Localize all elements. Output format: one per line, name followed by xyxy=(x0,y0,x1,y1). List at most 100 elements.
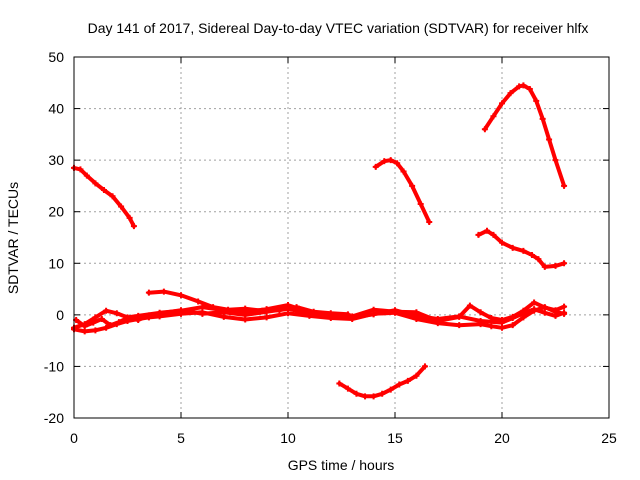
data-point-arc-2 xyxy=(381,158,388,165)
x-tick-label: 20 xyxy=(494,430,510,446)
data-point-arc-1 xyxy=(100,187,107,194)
data-point-arc-3 xyxy=(533,97,540,104)
y-tick-labels: -20 -10 0 10 20 30 40 50 xyxy=(44,49,64,426)
y-tick-label: 40 xyxy=(48,101,64,117)
data-point-arc-2 xyxy=(426,219,433,226)
y-tick-label: 30 xyxy=(48,152,64,168)
data-point-arc-3 xyxy=(520,82,527,89)
data-point-arc-3 xyxy=(481,126,488,133)
data-point-arc-9 xyxy=(349,314,356,321)
data-point-arc-4 xyxy=(520,247,527,254)
y-tick-label: 0 xyxy=(56,307,64,323)
data-point-arc-7 xyxy=(561,303,568,310)
data-point-arc-5 xyxy=(344,385,351,392)
data-point-arc-7 xyxy=(92,314,99,321)
data-point-arc-1 xyxy=(118,203,125,210)
data-point-arc-2 xyxy=(372,163,379,170)
data-point-arc-5 xyxy=(379,390,386,397)
data-point-arc-7 xyxy=(477,309,484,316)
data-point-arc-8 xyxy=(92,327,99,334)
data-point-arc-5 xyxy=(387,386,394,393)
data-point-arc-9 xyxy=(156,310,163,317)
data-point-arc-2 xyxy=(387,157,394,164)
data-point-arc-9 xyxy=(124,314,131,321)
series-layer xyxy=(71,82,568,400)
data-point-arc-1 xyxy=(109,193,116,200)
x-tick-label: 0 xyxy=(70,430,78,446)
data-point-arc-2 xyxy=(394,160,401,167)
data-point-arc-9 xyxy=(552,312,559,319)
data-point-arc-9 xyxy=(145,312,152,319)
data-point-arc-6 xyxy=(195,298,202,305)
data-point-arc-9 xyxy=(392,307,398,314)
tick-marks xyxy=(73,56,610,419)
data-point-arc-6 xyxy=(178,292,184,299)
data-point-arc-8 xyxy=(488,323,495,330)
data-point-arc-5 xyxy=(362,393,369,400)
data-point-arc-6 xyxy=(160,288,167,295)
x-tick-label: 10 xyxy=(280,430,296,446)
data-point-arc-5 xyxy=(353,390,360,397)
data-point-arc-9 xyxy=(541,309,548,316)
data-point-arc-6 xyxy=(145,289,152,296)
chart-title: Day 141 of 2017, Sidereal Day-to-day VTE… xyxy=(88,20,589,36)
data-point-arc-9 xyxy=(242,311,249,318)
data-point-arc-7 xyxy=(103,307,110,314)
data-point-arc-4 xyxy=(552,262,559,269)
data-point-arc-3 xyxy=(546,136,553,143)
data-point-arc-3 xyxy=(561,182,568,189)
data-point-arc-9 xyxy=(477,318,484,325)
y-tick-label: -10 xyxy=(44,358,64,374)
data-point-arc-8 xyxy=(541,304,548,311)
y-tick-label: 20 xyxy=(48,204,64,220)
data-point-arc-8 xyxy=(81,328,88,335)
data-point-arc-8 xyxy=(509,322,516,329)
data-point-arc-4 xyxy=(499,239,505,246)
data-point-arc-4 xyxy=(484,227,491,234)
series-line-arc-3 xyxy=(482,83,567,188)
data-point-arc-3 xyxy=(490,113,497,120)
y-tick-label: 10 xyxy=(48,255,64,271)
data-point-arc-9 xyxy=(434,315,441,322)
data-point-arc-5 xyxy=(413,372,420,379)
x-tick-label: 5 xyxy=(177,430,185,446)
data-point-arc-1 xyxy=(92,180,99,187)
data-point-arc-4 xyxy=(541,263,548,270)
data-point-arc-9 xyxy=(499,319,505,326)
data-point-arc-4 xyxy=(509,244,516,251)
data-point-arc-2 xyxy=(400,168,407,175)
data-point-arc-7 xyxy=(113,310,120,317)
data-point-arc-8 xyxy=(499,324,505,331)
data-point-arc-7 xyxy=(531,299,538,306)
data-point-arc-3 xyxy=(516,83,523,90)
axis-frame xyxy=(73,56,610,419)
data-point-arc-8 xyxy=(103,324,110,331)
data-point-arc-7 xyxy=(466,302,473,309)
data-point-arc-9 xyxy=(135,317,142,324)
data-point-arc-4 xyxy=(475,231,482,238)
data-point-arc-3 xyxy=(499,100,505,107)
data-point-arc-8 xyxy=(456,322,463,329)
data-point-arc-8 xyxy=(263,314,270,321)
data-point-arc-5 xyxy=(404,377,411,384)
data-point-arc-4 xyxy=(490,231,497,238)
data-point-arc-9 xyxy=(98,315,105,322)
data-point-arc-4 xyxy=(561,260,568,267)
data-point-arc-5 xyxy=(396,381,403,388)
data-point-arc-3 xyxy=(552,157,559,164)
data-point-arc-9 xyxy=(115,319,122,326)
data-point-arc-9 xyxy=(178,307,184,314)
data-point-arc-1 xyxy=(83,172,90,179)
data-point-arc-4 xyxy=(535,256,542,263)
data-point-arc-9 xyxy=(370,311,377,318)
data-point-arc-9 xyxy=(531,306,538,313)
data-point-arc-9 xyxy=(90,319,97,326)
data-point-arc-5 xyxy=(370,393,377,400)
data-point-arc-9 xyxy=(456,313,463,320)
data-point-arc-9 xyxy=(285,305,291,312)
data-point-arc-9 xyxy=(509,314,516,321)
data-point-arc-9 xyxy=(306,310,313,317)
data-point-arc-9 xyxy=(107,322,114,329)
x-tick-labels: 0 5 10 15 20 25 xyxy=(70,430,617,446)
